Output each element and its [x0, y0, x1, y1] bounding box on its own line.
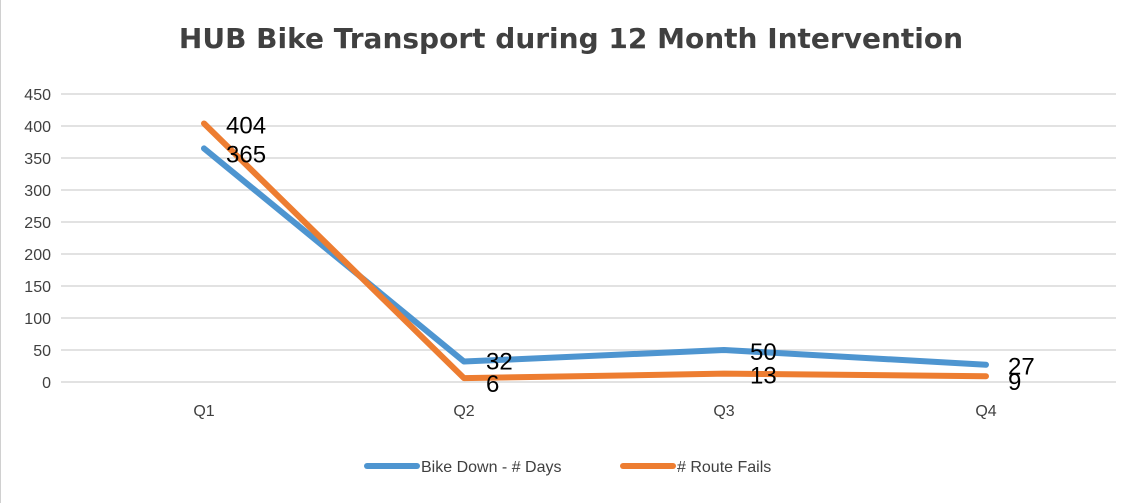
data-label: 365 — [226, 141, 266, 168]
y-tick-label: 450 — [24, 87, 51, 104]
data-label: 13 — [750, 363, 777, 390]
y-tick-label: 400 — [24, 119, 51, 136]
data-label: 6 — [486, 371, 499, 398]
data-label: 50 — [750, 339, 777, 366]
x-tick-label: Q2 — [453, 403, 474, 420]
data-label: 9 — [1008, 369, 1021, 396]
y-tick-label: 0 — [42, 375, 51, 392]
x-tick-label: Q1 — [193, 403, 214, 420]
data-label: 404 — [226, 112, 266, 139]
legend-label: Bike Down - # Days — [421, 459, 562, 476]
x-tick-label: Q3 — [713, 403, 734, 420]
series-line-2 — [201, 120, 989, 382]
series-line-1 — [201, 145, 989, 368]
x-tick-label: Q4 — [975, 403, 996, 420]
y-tick-label: 200 — [24, 247, 51, 264]
y-tick-label: 350 — [24, 151, 51, 168]
legend-label: # Route Fails — [677, 459, 771, 476]
y-tick-label: 50 — [33, 343, 51, 360]
y-tick-label: 250 — [24, 215, 51, 232]
chart-title: HUB Bike Transport during 12 Month Inter… — [178, 22, 964, 55]
data-label: 27 — [1008, 354, 1035, 381]
y-tick-label: 150 — [24, 279, 51, 296]
y-tick-label: 300 — [24, 183, 51, 200]
y-tick-label: 100 — [24, 311, 51, 328]
data-label: 32 — [486, 349, 513, 376]
